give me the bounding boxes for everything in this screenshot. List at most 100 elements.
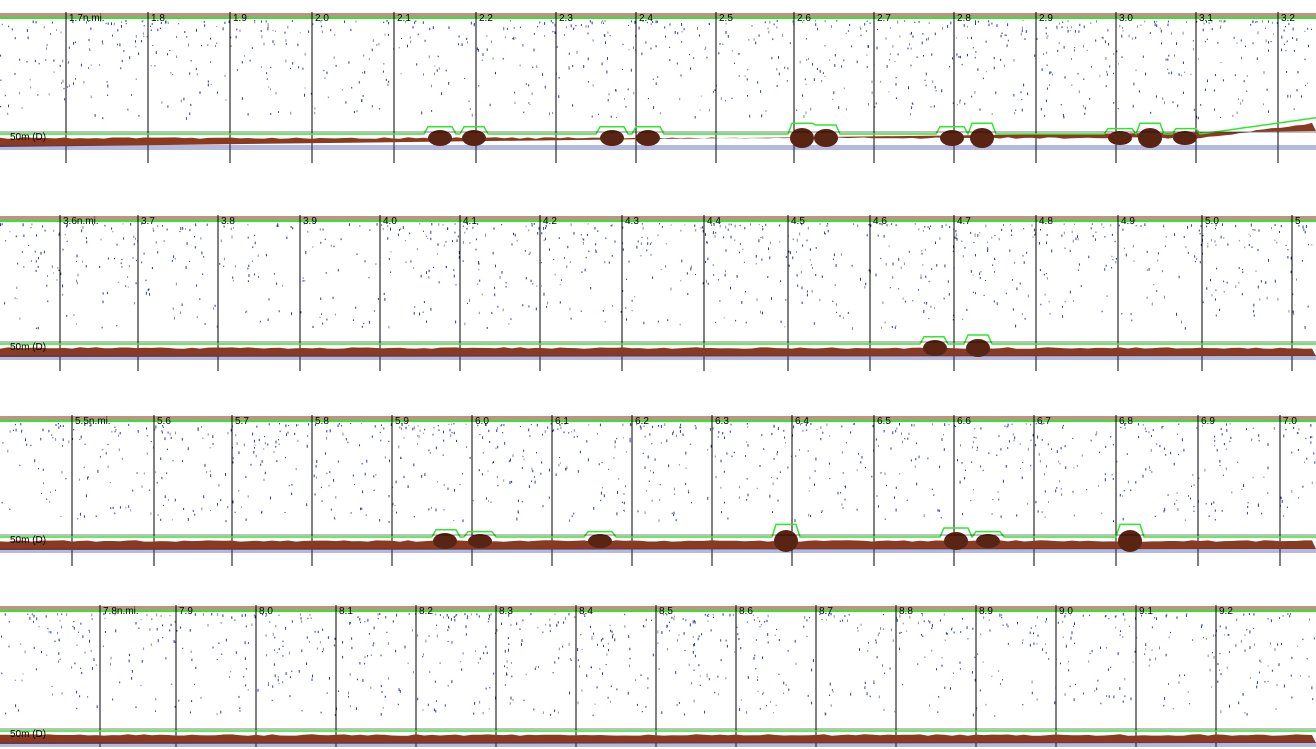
distance-marker-label: 2.5 [719, 13, 733, 24]
distance-marker-label: 3.2 [1281, 13, 1295, 24]
seabed-feature [814, 129, 838, 147]
distance-marker-label: 3.8 [221, 216, 235, 227]
surface-band [0, 13, 1316, 19]
distance-marker-label: 3.0 [1119, 13, 1133, 24]
distance-marker-label: 7.8n.mi. [103, 606, 139, 617]
distance-marker-label: 9.2 [1219, 606, 1233, 617]
seabed-feature [923, 340, 947, 356]
distance-marker-label: 2.6 [797, 13, 811, 24]
echogram-panel-4: 7.8n.mi. 7.9 8.0 8.1 8.2 8.3 8.4 8.5 8.6 8.7 8.8 8.… [0, 603, 1316, 749]
distance-marker-label: 6.0 [475, 416, 489, 427]
distance-marker-label: 5.8 [315, 416, 329, 427]
distance-marker-label: 3.1 [1199, 13, 1213, 24]
echogram-panel-2: 3.6n.mi. 3.7 3.8 3.9 4.0 4.1 4.2 4.3 4.4 4.5 4.6 4.… [0, 213, 1316, 373]
echo-noise [0, 223, 1313, 330]
distance-marker-label: 5.0 [1205, 216, 1219, 227]
surface-band [0, 606, 1316, 612]
distance-marker-label: 6.8 [1119, 416, 1133, 427]
distance-marker-label: 4.7 [957, 216, 971, 227]
distance-marker-label: 3.9 [303, 216, 317, 227]
distance-marker-label: 2.1 [397, 13, 411, 24]
distance-marker-label: 7.0 [1283, 416, 1297, 427]
distance-marker-label: 2.7 [877, 13, 891, 24]
seabed-feature [433, 533, 457, 549]
distance-marker-label: 5.9 [395, 416, 409, 427]
seabed-feature [790, 128, 814, 148]
seabed-feature [1173, 131, 1197, 145]
distance-marker-label: 4.4 [707, 216, 721, 227]
distance-marker-label: 8.3 [499, 606, 513, 617]
distance-marker-label: 2.9 [1039, 13, 1053, 24]
echo-noise [1, 613, 1315, 717]
seabed-feature [976, 534, 1000, 548]
echogram-panel-1: 1.7n.mi. 1.8 1.9 2.0 2.1 2.2 2.3 2.4 2.5 2.6 2.7 2.… [0, 10, 1316, 165]
distance-marker-label: 2.0 [315, 13, 329, 24]
distance-marker-label: 4.6 [873, 216, 887, 227]
seabed [0, 734, 1316, 747]
seabed-feature [1138, 128, 1162, 148]
distance-marker-label: 8.2 [419, 606, 433, 617]
seabed-feature [944, 532, 968, 550]
distance-marker-label: 6.9 [1201, 416, 1215, 427]
bottom-detection-line [0, 523, 1316, 539]
bottom-detection-line [0, 334, 1316, 345]
distance-marker-label: 8.4 [579, 606, 593, 617]
bottom-detection-line [0, 117, 1316, 136]
echo-noise [0, 20, 1312, 120]
distance-marker-label: 5 [1295, 216, 1301, 227]
depth-scale-label: 50m (D) [10, 342, 46, 353]
distance-marker-label: 8.5 [659, 606, 673, 617]
distance-marker-label: 8.0 [259, 606, 273, 617]
echogram-1: 1.7n.mi. 1.8 1.9 2.0 2.1 2.2 2.3 2.4 2.5 2.6 2.7 2.… [0, 12, 1316, 163]
distance-marker-label: 6.4 [795, 416, 809, 427]
echo-noise [1, 423, 1316, 523]
distance-marker-label: 2.2 [479, 13, 493, 24]
surface-band [0, 416, 1316, 422]
distance-marker-label: 6.6 [957, 416, 971, 427]
distance-marker-label: 8.1 [339, 606, 353, 617]
seabed-feature [1118, 530, 1142, 552]
distance-marker-label: 1.8 [151, 13, 165, 24]
echogram-panel-3: 5.5n.mi. 5.6 5.7 5.8 5.9 6.0 6.1 6.2 6.3 6.4 6.5 6.… [0, 413, 1316, 568]
distance-marker-label: 8.6 [739, 606, 753, 617]
distance-marker-label: 4.3 [625, 216, 639, 227]
distance-marker-label: 2.3 [559, 13, 573, 24]
seabed-feature [940, 130, 964, 146]
seabed-feature [636, 130, 660, 146]
depth-scale-label: 50m (D) [10, 729, 46, 740]
distance-marker-label: 6.7 [1037, 416, 1051, 427]
seabed-feature [600, 130, 624, 146]
distance-marker-label: 6.5 [877, 416, 891, 427]
seabed-feature [774, 530, 798, 552]
echogram-2: 3.6n.mi. 3.7 3.8 3.9 4.0 4.1 4.2 4.3 4.4 4.5 4.6 4.… [0, 215, 1316, 371]
distance-marker-label: 5.6 [157, 416, 171, 427]
seabed-feature [970, 128, 994, 148]
distance-marker-label: 4.9 [1121, 216, 1135, 227]
distance-marker-label: 6.3 [715, 416, 729, 427]
distance-marker-label: 4.2 [543, 216, 557, 227]
distance-marker-label: 6.2 [635, 416, 649, 427]
distance-marker-label: 5.5n.mi. [75, 416, 111, 427]
distance-marker-label: 4.8 [1039, 216, 1053, 227]
distance-marker-label: 3.7 [141, 216, 155, 227]
distance-marker-label: 6.1 [555, 416, 569, 427]
distance-marker-label: 2.8 [957, 13, 971, 24]
echogram-4: 7.8n.mi. 7.9 8.0 8.1 8.2 8.3 8.4 8.5 8.6 8.7 8.8 8.… [0, 605, 1316, 747]
seabed [0, 122, 1316, 150]
seabed-feature [588, 534, 612, 548]
seabed-feature [428, 130, 452, 146]
distance-marker-label: 4.5 [791, 216, 805, 227]
distance-marker-label: 7.9 [179, 606, 193, 617]
distance-marker-label: 8.9 [979, 606, 993, 617]
distance-marker-label: 2.4 [639, 13, 653, 24]
depth-scale-label: 50m (D) [10, 535, 46, 546]
distance-marker-label: 9.1 [1139, 606, 1153, 617]
seabed-feature [468, 534, 492, 548]
distance-marker-label: 3.6n.mi. [63, 216, 99, 227]
seabed-feature [1108, 131, 1132, 145]
surface-band [0, 216, 1316, 222]
distance-marker-label: 4.0 [383, 216, 397, 227]
seabed [0, 530, 1316, 553]
distance-marker-label: 9.0 [1059, 606, 1073, 617]
seabed-feature [462, 130, 486, 146]
